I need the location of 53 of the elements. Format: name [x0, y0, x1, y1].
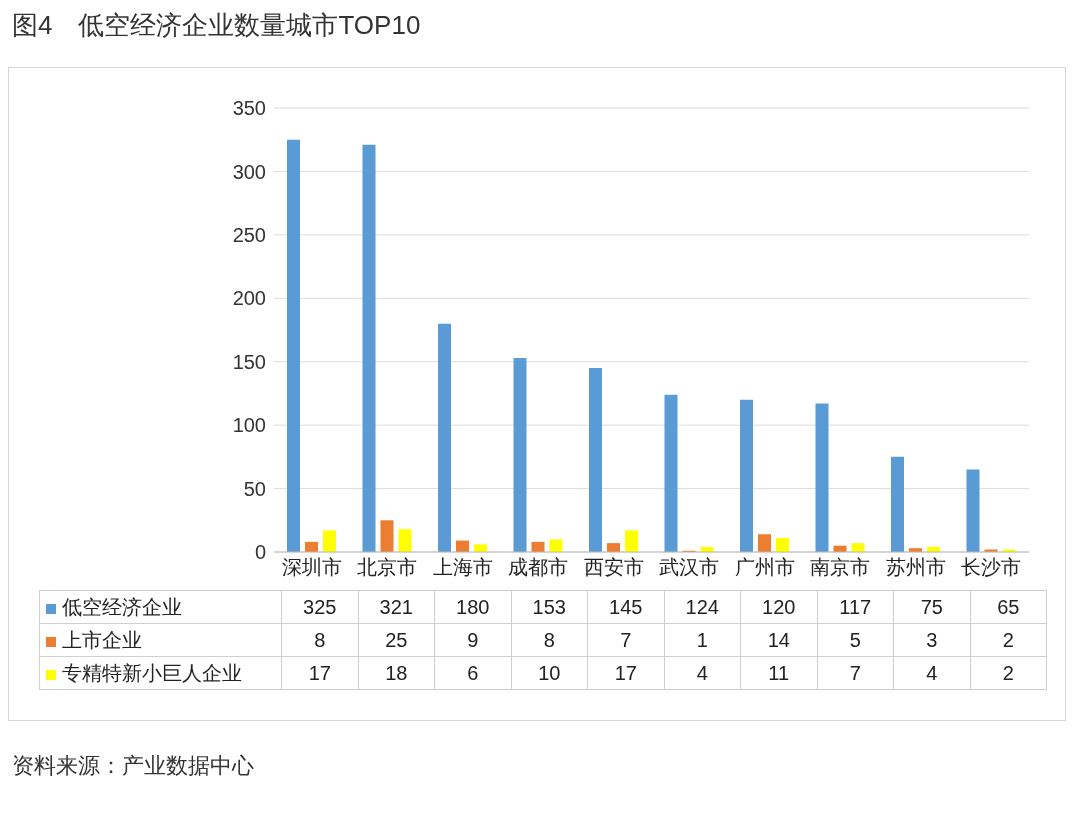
- y-tick-label: 150: [232, 350, 266, 373]
- x-tick-label: 长沙市: [961, 556, 1022, 579]
- data-label: 4: [664, 656, 741, 690]
- data-label: 17: [587, 656, 664, 690]
- x-tick-label: 西安市: [583, 556, 644, 579]
- data-label: 7: [587, 623, 664, 657]
- data-label: 321: [358, 590, 435, 624]
- data-label: 325: [281, 590, 358, 624]
- data-label: 9: [434, 623, 511, 657]
- data-label: 6: [434, 656, 511, 690]
- y-tick-label: 100: [232, 414, 266, 437]
- x-tick-label: 苏州市: [885, 556, 946, 579]
- y-tick-label: 350: [232, 97, 266, 120]
- x-tick-label: 广州市: [734, 556, 795, 579]
- legend-label: 上市企业: [39, 623, 282, 657]
- x-tick-label: 北京市: [357, 556, 418, 579]
- data-label: 3: [893, 623, 970, 657]
- x-tick-label: 成都市: [508, 556, 569, 579]
- data-label: 153: [511, 590, 588, 624]
- data-label: 145: [587, 590, 664, 624]
- data-label: 10: [511, 656, 588, 690]
- y-tick-label: 300: [232, 160, 266, 183]
- x-tick-label: 南京市: [810, 556, 871, 579]
- y-tick-label: 0: [254, 541, 266, 564]
- y-tick-label: 250: [232, 223, 266, 246]
- data-label: 1: [664, 623, 741, 657]
- data-label: 17: [281, 656, 358, 690]
- data-label: 65: [970, 590, 1047, 624]
- data-label: 14: [740, 623, 817, 657]
- data-label: 8: [281, 623, 358, 657]
- x-tick-label: 深圳市: [281, 556, 342, 579]
- data-label: 4: [893, 656, 970, 690]
- x-tick-label: 武汉市: [659, 556, 720, 579]
- data-label: 117: [817, 590, 894, 624]
- y-tick-label: 200: [232, 287, 266, 310]
- data-label: 8: [511, 623, 588, 657]
- data-label: 18: [358, 656, 435, 690]
- legend-label: 专精特新小巨人企业: [39, 656, 282, 690]
- data-label: 75: [893, 590, 970, 624]
- text: 资料来源：产业数据中心: [12, 752, 255, 780]
- data-label: 5: [817, 623, 894, 657]
- legend-label: 低空经济企业: [39, 590, 282, 624]
- chart-title: 图4 低空经济企业数量城市TOP10: [12, 9, 422, 42]
- data-label: 124: [664, 590, 741, 624]
- data-label: 2: [970, 623, 1047, 657]
- data-label: 2: [970, 656, 1047, 690]
- data-label: 120: [740, 590, 817, 624]
- data-label: 11: [740, 656, 817, 690]
- y-tick-label: 50: [243, 477, 266, 500]
- data-label: 180: [434, 590, 511, 624]
- x-tick-label: 上海市: [432, 556, 493, 579]
- data-label: 7: [817, 656, 894, 690]
- data-label: 25: [358, 623, 435, 657]
